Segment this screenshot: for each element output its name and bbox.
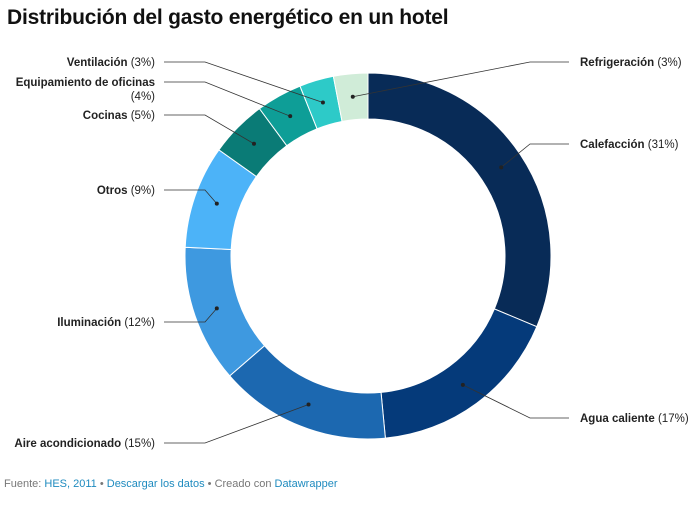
leader-line-agua-caliente [462,384,569,419]
download-data-link[interactable]: Descargar los datos [106,478,205,490]
leader-line-refrigeracion [352,61,569,98]
leader-line-ventilacion [164,61,324,103]
leader-dot-agua-caliente [460,382,465,387]
footer-separator: • [99,478,104,490]
leader-line-calefaccion [500,143,569,168]
slice-label-agua-caliente: Agua caliente (17%) [580,413,689,425]
slice-label-ventilacion: Ventilación (3%) [67,57,155,69]
slice-refrigeracion[interactable] [332,72,369,123]
leader-lines [164,61,569,444]
slice-iluminacion[interactable] [184,246,266,377]
leader-dot-aire-acondicionado [306,402,311,407]
source-link[interactable]: HES, 2011 [44,478,97,490]
slice-label-equipamiento-de-oficinas: Equipamiento de oficinas (4%) [16,77,155,103]
created-with-text: Creado con [214,478,272,490]
slice-label-iluminacion: Iluminación (12%) [57,317,155,329]
slice-label-cocinas: Cocinas (5%) [83,110,155,122]
slice-label-otros: Otros (9%) [97,185,155,197]
donut-slices [184,72,552,440]
leader-dot-otros [214,201,219,206]
leader-line-otros [164,189,218,204]
chart-footer: Fuente: HES, 2011 • Descargar los datos … [4,478,337,490]
datawrapper-link[interactable]: Datawrapper [274,478,338,490]
leader-dot-refrigeracion [350,94,355,99]
leader-line-iluminacion [164,308,218,323]
leader-dot-iluminacion [214,306,219,311]
slice-labels: Calefacción (31%) Agua caliente (17%) Aire… [14,57,688,450]
slice-agua-caliente[interactable] [380,308,538,439]
leader-dot-calefaccion [499,165,504,170]
leader-line-equipamiento-de-oficinas [164,81,291,117]
leader-line-aire-acondicionado [164,404,309,444]
leader-line-cocinas [164,114,255,145]
slice-label-refrigeracion: Refrigeración (3%) [580,57,682,69]
leader-dot-ventilacion [320,100,325,105]
footer-separator: • [207,478,212,490]
chart-title: Distribución del gasto energético en un … [7,6,449,29]
slice-label-aire-acondicionado: Aire acondicionado (15%) [14,438,155,450]
slice-calefaccion[interactable] [367,72,552,328]
slice-label-calefaccion: Calefacción (31%) [580,139,679,151]
leader-dot-cocinas [251,141,256,146]
leader-dot-equipamiento-de-oficinas [288,114,293,119]
source-prefix: Fuente: [4,478,42,490]
